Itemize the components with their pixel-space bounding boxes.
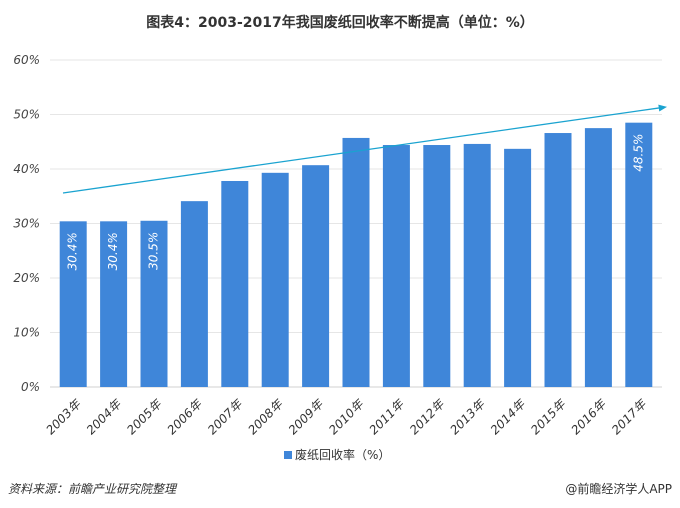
x-tick-label: 2016年 [569,396,610,437]
source-note: 资料来源：前瞻产业研究院整理 [8,482,177,496]
chart-title: 图表4：2003-2017年我国废纸回收率不断提高（单位：%） [146,15,534,31]
bar [59,221,87,387]
bar [302,165,330,387]
bar [342,137,370,387]
legend-swatch [284,451,292,459]
x-tick-label: 2017年 [609,396,650,437]
data-label: 48.5% [631,134,645,172]
x-tick-label: 2010年 [326,396,367,437]
x-tick-label: 2004年 [84,396,125,437]
y-tick-label: 40% [13,162,40,176]
bar [584,128,612,387]
x-tick-label: 2008年 [245,396,286,437]
x-tick-label: 2011年 [367,396,408,437]
y-tick-label: 20% [13,271,40,285]
bar [423,145,451,387]
bar [100,221,128,387]
bar [261,172,289,387]
data-label: 30.5% [147,232,161,270]
legend-label: 废纸回收率（%） [295,447,390,462]
y-tick-label: 60% [13,53,40,67]
bar [382,145,410,387]
bar [180,201,208,387]
bar [504,148,532,387]
data-label: 30.4% [106,232,120,270]
bar [463,143,491,387]
y-tick-label: 10% [13,326,40,340]
data-label: 30.4% [66,232,80,270]
x-tick-label: 2007年 [205,396,246,437]
y-tick-label: 50% [13,108,40,122]
y-tick-label: 30% [13,217,40,231]
trend-arrow-line [62,107,662,194]
x-tick-label: 2015年 [528,396,569,437]
bar [221,180,249,387]
credit-note: @前瞻经济学人APP [565,482,672,496]
x-tick-label: 2003年 [43,396,84,437]
x-tick-label: 2014年 [488,396,529,437]
y-tick-label: 0% [21,380,40,394]
x-tick-label: 2006年 [165,396,206,437]
x-tick-label: 2012年 [407,396,448,437]
x-tick-label: 2005年 [124,396,165,437]
x-tick-label: 2013年 [447,396,488,437]
bar [625,122,653,388]
trend-arrow-head [658,104,667,112]
bar [544,133,572,387]
bar [140,220,168,387]
x-tick-label: 2009年 [286,396,327,437]
